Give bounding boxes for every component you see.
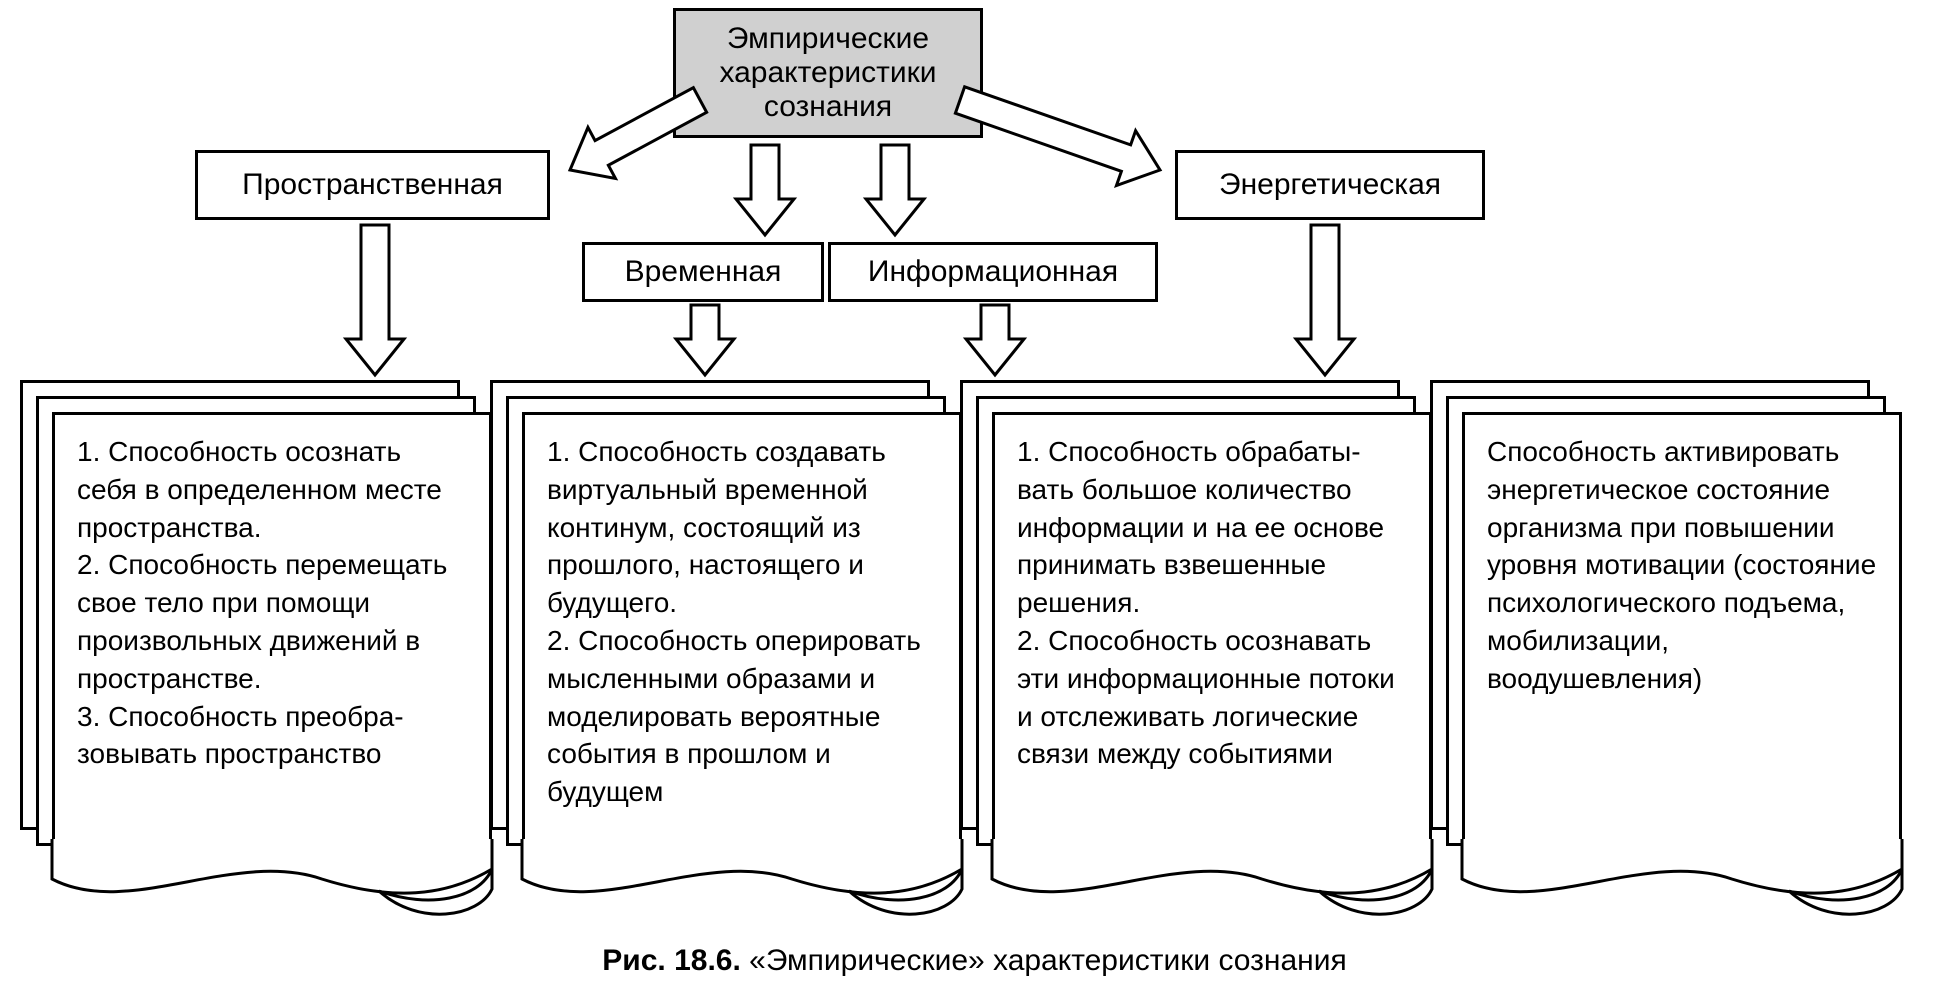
list-item: 1. Способность осознать себя в определен… bbox=[77, 433, 467, 546]
paper-front: 1. Способность обрабаты­вать большое кол… bbox=[992, 412, 1432, 842]
caption-rest: «Эмпирические» характеристики сознания bbox=[741, 944, 1347, 977]
paper-front: 1. Способность создавать виртуальный вре… bbox=[522, 412, 962, 842]
figure-caption: Рис. 18.6. «Эмпирические» характеристики… bbox=[0, 944, 1949, 978]
list-item: 2. Способность опериро­вать мысленными о… bbox=[547, 622, 937, 811]
paper-temporal: 1. Способность создавать виртуальный вре… bbox=[490, 380, 970, 910]
paper-curl bbox=[989, 839, 1435, 929]
list-item: 3. Способность преобра­зовывать простран… bbox=[77, 698, 467, 774]
paper-info: 1. Способность обрабаты­вать большое кол… bbox=[960, 380, 1440, 910]
list-item: 2. Способность осозна­вать эти информаци… bbox=[1017, 622, 1407, 773]
paper-front: 1. Способность осознать себя в определен… bbox=[52, 412, 492, 842]
paper-spatial: 1. Способность осознать себя в определен… bbox=[20, 380, 500, 910]
paper-front: Способность активиро­вать энергетическое… bbox=[1462, 412, 1902, 842]
list-item: 1. Способность создавать виртуальный вре… bbox=[547, 433, 937, 622]
list-item: 2. Способность переме­щать свое тело при… bbox=[77, 546, 467, 697]
paper-energy: Способность активиро­вать энергетическое… bbox=[1430, 380, 1910, 910]
caption-bold: Рис. 18.6. bbox=[602, 944, 741, 977]
paper-curl bbox=[1459, 839, 1905, 929]
list-item: 1. Способность обрабаты­вать большое кол… bbox=[1017, 433, 1407, 622]
paper-curl bbox=[49, 839, 495, 929]
paper-curl bbox=[519, 839, 965, 929]
list-item: Способность активиро­вать энергетическое… bbox=[1487, 433, 1877, 698]
